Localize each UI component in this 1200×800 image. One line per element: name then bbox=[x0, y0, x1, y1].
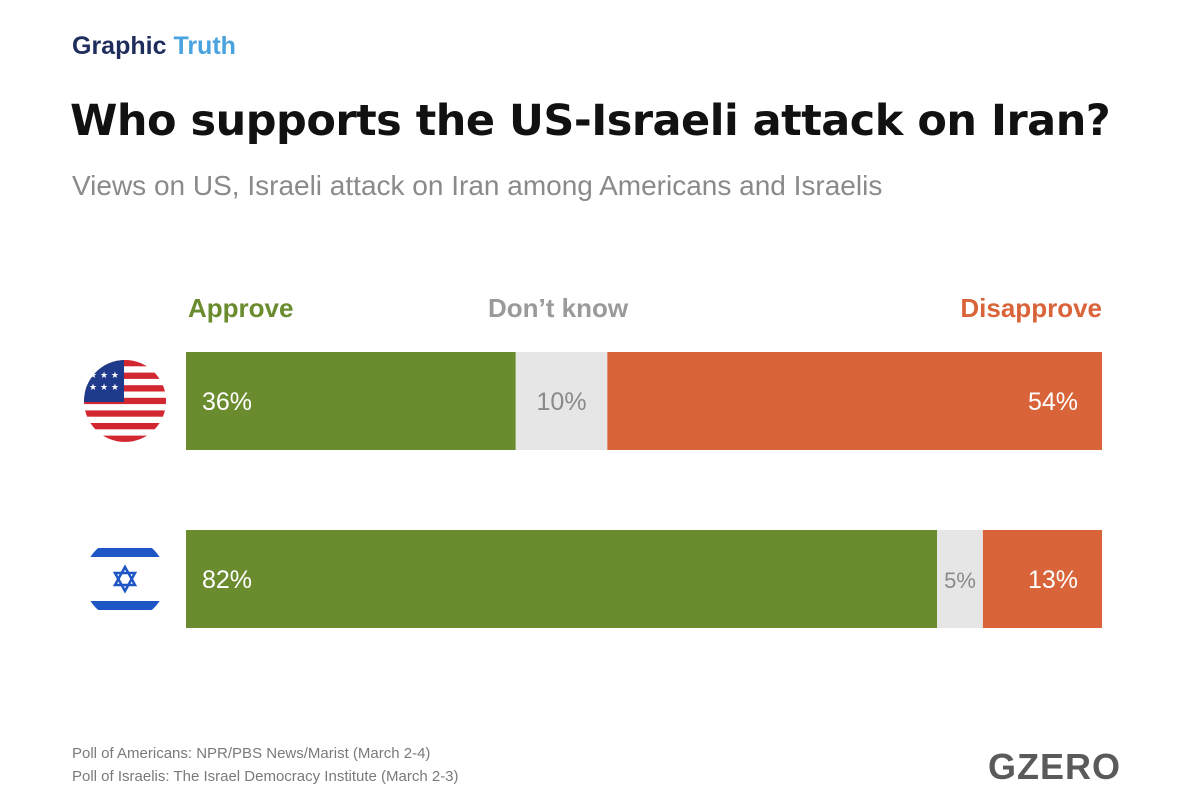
page-title: Who supports the US-Israeli attack on Ir… bbox=[70, 96, 1111, 146]
label-dont-know-israel: 5% bbox=[944, 568, 976, 593]
bar-dont-know-us bbox=[515, 352, 608, 450]
legend-approve: Approve bbox=[188, 293, 294, 323]
source-note-americans: Poll of Americans: NPR/PBS News/Marist (… bbox=[72, 745, 431, 762]
label-approve-us: 36% bbox=[202, 388, 252, 416]
bar-disapprove-us bbox=[607, 352, 1102, 450]
brand-word-graphic: Graphic bbox=[72, 32, 167, 60]
label-dont-know-us: 10% bbox=[537, 388, 587, 416]
bar-approve-israel bbox=[186, 530, 938, 628]
label-disapprove-us: 54% bbox=[1028, 388, 1078, 416]
label-approve-israel: 82% bbox=[202, 566, 252, 594]
israel-flag-icon bbox=[84, 538, 166, 620]
brand-label: Graphic Truth bbox=[72, 32, 236, 61]
bar-approve-us bbox=[186, 352, 516, 450]
source-notes: Poll of Americans: NPR/PBS News/Marist (… bbox=[72, 742, 459, 788]
bar-disapprove-israel bbox=[982, 530, 1102, 628]
source-note-israelis: Poll of Israelis: The Israel Democracy I… bbox=[72, 768, 459, 785]
brand-word-truth: Truth bbox=[173, 32, 236, 60]
bar-dont-know-israel bbox=[937, 530, 983, 628]
page-subtitle: Views on US, Israeli attack on Iran amon… bbox=[72, 170, 883, 201]
svg-text:★ ★ ★: ★ ★ ★ bbox=[89, 371, 119, 381]
legend-dont-know: Don’t know bbox=[488, 293, 629, 323]
svg-text:★ ★ ★: ★ ★ ★ bbox=[89, 383, 119, 393]
label-disapprove-israel: 13% bbox=[1028, 566, 1078, 594]
legend-disapprove: Disapprove bbox=[960, 293, 1102, 323]
us-flag-icon: ★ ★ ★ ★ ★ ★ bbox=[84, 360, 166, 442]
gzero-logo: GZERO bbox=[988, 746, 1122, 787]
